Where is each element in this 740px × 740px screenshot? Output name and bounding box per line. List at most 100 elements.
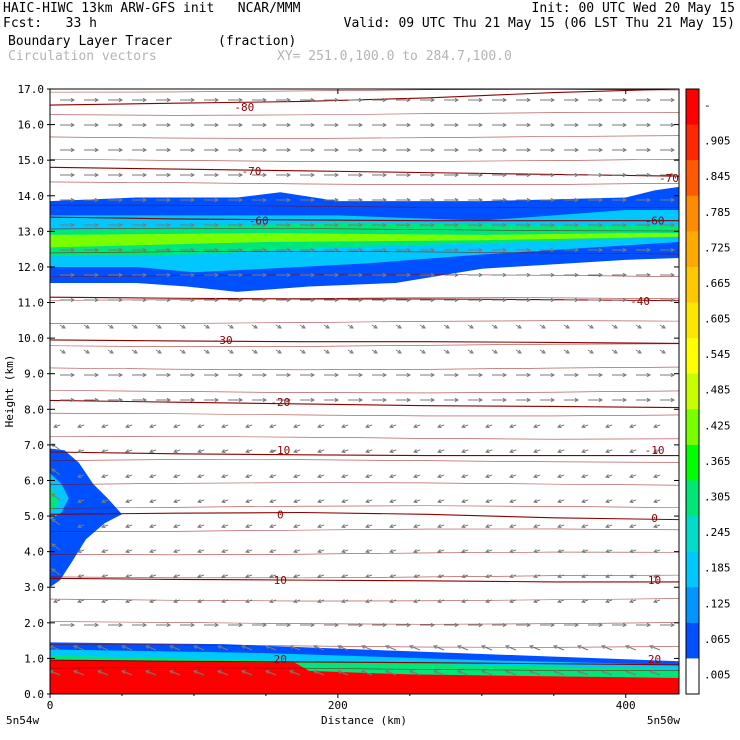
colorbar-swatch bbox=[686, 195, 699, 232]
vector-arrowhead bbox=[382, 272, 388, 278]
contour-label: -40 bbox=[630, 295, 650, 308]
vector-arrowhead bbox=[629, 574, 634, 579]
vector-arrowhead bbox=[533, 524, 538, 529]
circulation-vector bbox=[317, 599, 325, 603]
vector-arrowhead bbox=[637, 324, 642, 329]
contour-label: -60 bbox=[249, 215, 269, 228]
contour-label-layer: -80 -70 -70 -60 -60 -40 -30 -20 -10 -10 0 0 10 10 20 20 bbox=[213, 101, 679, 666]
vector-arrowhead bbox=[653, 424, 658, 429]
vector-arrowhead bbox=[77, 599, 82, 604]
vector-arrowhead bbox=[125, 524, 130, 529]
vector-arrowhead bbox=[245, 599, 250, 604]
circulation-vector bbox=[149, 449, 157, 453]
vector-arrowhead bbox=[118, 147, 124, 153]
vector-arrowhead bbox=[653, 524, 658, 529]
vector-arrowhead bbox=[310, 197, 316, 203]
vector-arrowhead bbox=[341, 599, 346, 604]
vector-arrowhead bbox=[461, 424, 466, 429]
vector-arrowhead bbox=[598, 172, 604, 178]
vector-arrowhead bbox=[173, 474, 178, 479]
circulation-vector bbox=[341, 524, 349, 528]
circulation-vector bbox=[629, 524, 637, 528]
vector-arrowhead bbox=[526, 147, 532, 153]
vector-arrowhead bbox=[262, 622, 268, 628]
vector-arrowhead bbox=[646, 622, 652, 628]
vector-arrowhead bbox=[269, 449, 274, 454]
vector-arrowhead bbox=[485, 524, 490, 529]
vector-arrowhead bbox=[550, 197, 556, 203]
colorbar-swatch bbox=[686, 338, 699, 375]
circulation-vector bbox=[293, 599, 301, 603]
vector-arrowhead bbox=[382, 197, 388, 203]
vector-arrowhead bbox=[430, 397, 436, 403]
vector-arrowhead bbox=[142, 147, 148, 153]
vector-arrowhead bbox=[94, 147, 100, 153]
vector-arrowhead bbox=[629, 499, 634, 504]
vector-arrowhead bbox=[77, 474, 82, 479]
vector-arrowhead bbox=[265, 670, 270, 675]
circulation-vector bbox=[653, 424, 661, 428]
vector-arrowhead bbox=[317, 474, 322, 479]
circulation-vector bbox=[605, 574, 613, 578]
contour-label: 20 bbox=[648, 653, 661, 666]
isotherm-line bbox=[49, 366, 680, 371]
circulation-vector bbox=[77, 524, 85, 528]
vector-arrowhead bbox=[73, 645, 78, 650]
circulation-vector bbox=[557, 474, 565, 478]
vector-arrowhead bbox=[406, 297, 412, 303]
colorbar-swatch bbox=[686, 231, 699, 268]
vector-arrowhead bbox=[509, 524, 514, 529]
vector-arrowhead bbox=[382, 297, 388, 303]
contour-label: -70 bbox=[659, 172, 679, 185]
vector-arrowhead bbox=[310, 222, 316, 228]
vector-arrowhead bbox=[550, 372, 556, 378]
circulation-vector bbox=[649, 645, 661, 651]
circulation-vector bbox=[557, 499, 565, 503]
vector-arrowhead bbox=[577, 645, 582, 650]
circulation-vector bbox=[49, 645, 61, 651]
vector-arrowhead bbox=[142, 222, 148, 228]
circulation-vector bbox=[389, 449, 397, 453]
vector-arrowhead bbox=[437, 449, 442, 454]
vector-arrowhead bbox=[334, 122, 340, 128]
circulation-vector bbox=[77, 449, 85, 453]
vector-arrowhead bbox=[238, 147, 244, 153]
vector-arrowhead bbox=[293, 424, 298, 429]
vector-arrowhead bbox=[437, 499, 442, 504]
vector-arrowhead bbox=[574, 122, 580, 128]
vector-arrowhead bbox=[478, 172, 484, 178]
vector-arrowhead bbox=[70, 372, 76, 378]
vector-arrowhead bbox=[301, 349, 306, 354]
vector-arrowhead bbox=[94, 97, 100, 103]
contour-label: -80 bbox=[234, 101, 254, 114]
circulation-vector bbox=[437, 499, 445, 503]
vector-arrowhead bbox=[493, 349, 498, 354]
vector-arrowhead bbox=[406, 97, 412, 103]
vector-arrowhead bbox=[142, 122, 148, 128]
vector-arrowhead bbox=[509, 424, 514, 429]
circulation-vector bbox=[625, 670, 637, 676]
circulation-vector bbox=[149, 574, 157, 578]
circulation-vector bbox=[145, 670, 157, 676]
circulation-vector bbox=[221, 574, 229, 578]
vector-arrowhead bbox=[193, 670, 198, 675]
vector-arrowhead bbox=[598, 147, 604, 153]
circulation-vector bbox=[169, 645, 181, 651]
vector-arrowhead bbox=[461, 549, 466, 554]
vector-arrowhead bbox=[485, 449, 490, 454]
vector-arrowhead bbox=[454, 172, 460, 178]
circulation-vector bbox=[101, 574, 109, 578]
circulation-vector bbox=[317, 449, 325, 453]
vector-arrowhead bbox=[262, 172, 268, 178]
vector-arrowhead bbox=[334, 222, 340, 228]
circulation-vector bbox=[269, 549, 277, 553]
vector-arrowhead bbox=[574, 172, 580, 178]
circulation-vector bbox=[53, 424, 61, 428]
vector-arrowhead bbox=[262, 247, 268, 253]
vector-arrowhead bbox=[293, 574, 298, 579]
x-tick-label: 400 bbox=[616, 699, 636, 712]
vector-arrowhead bbox=[413, 524, 418, 529]
vector-arrowhead bbox=[485, 474, 490, 479]
circulation-vector bbox=[577, 645, 589, 651]
circulation-vector bbox=[557, 449, 565, 453]
